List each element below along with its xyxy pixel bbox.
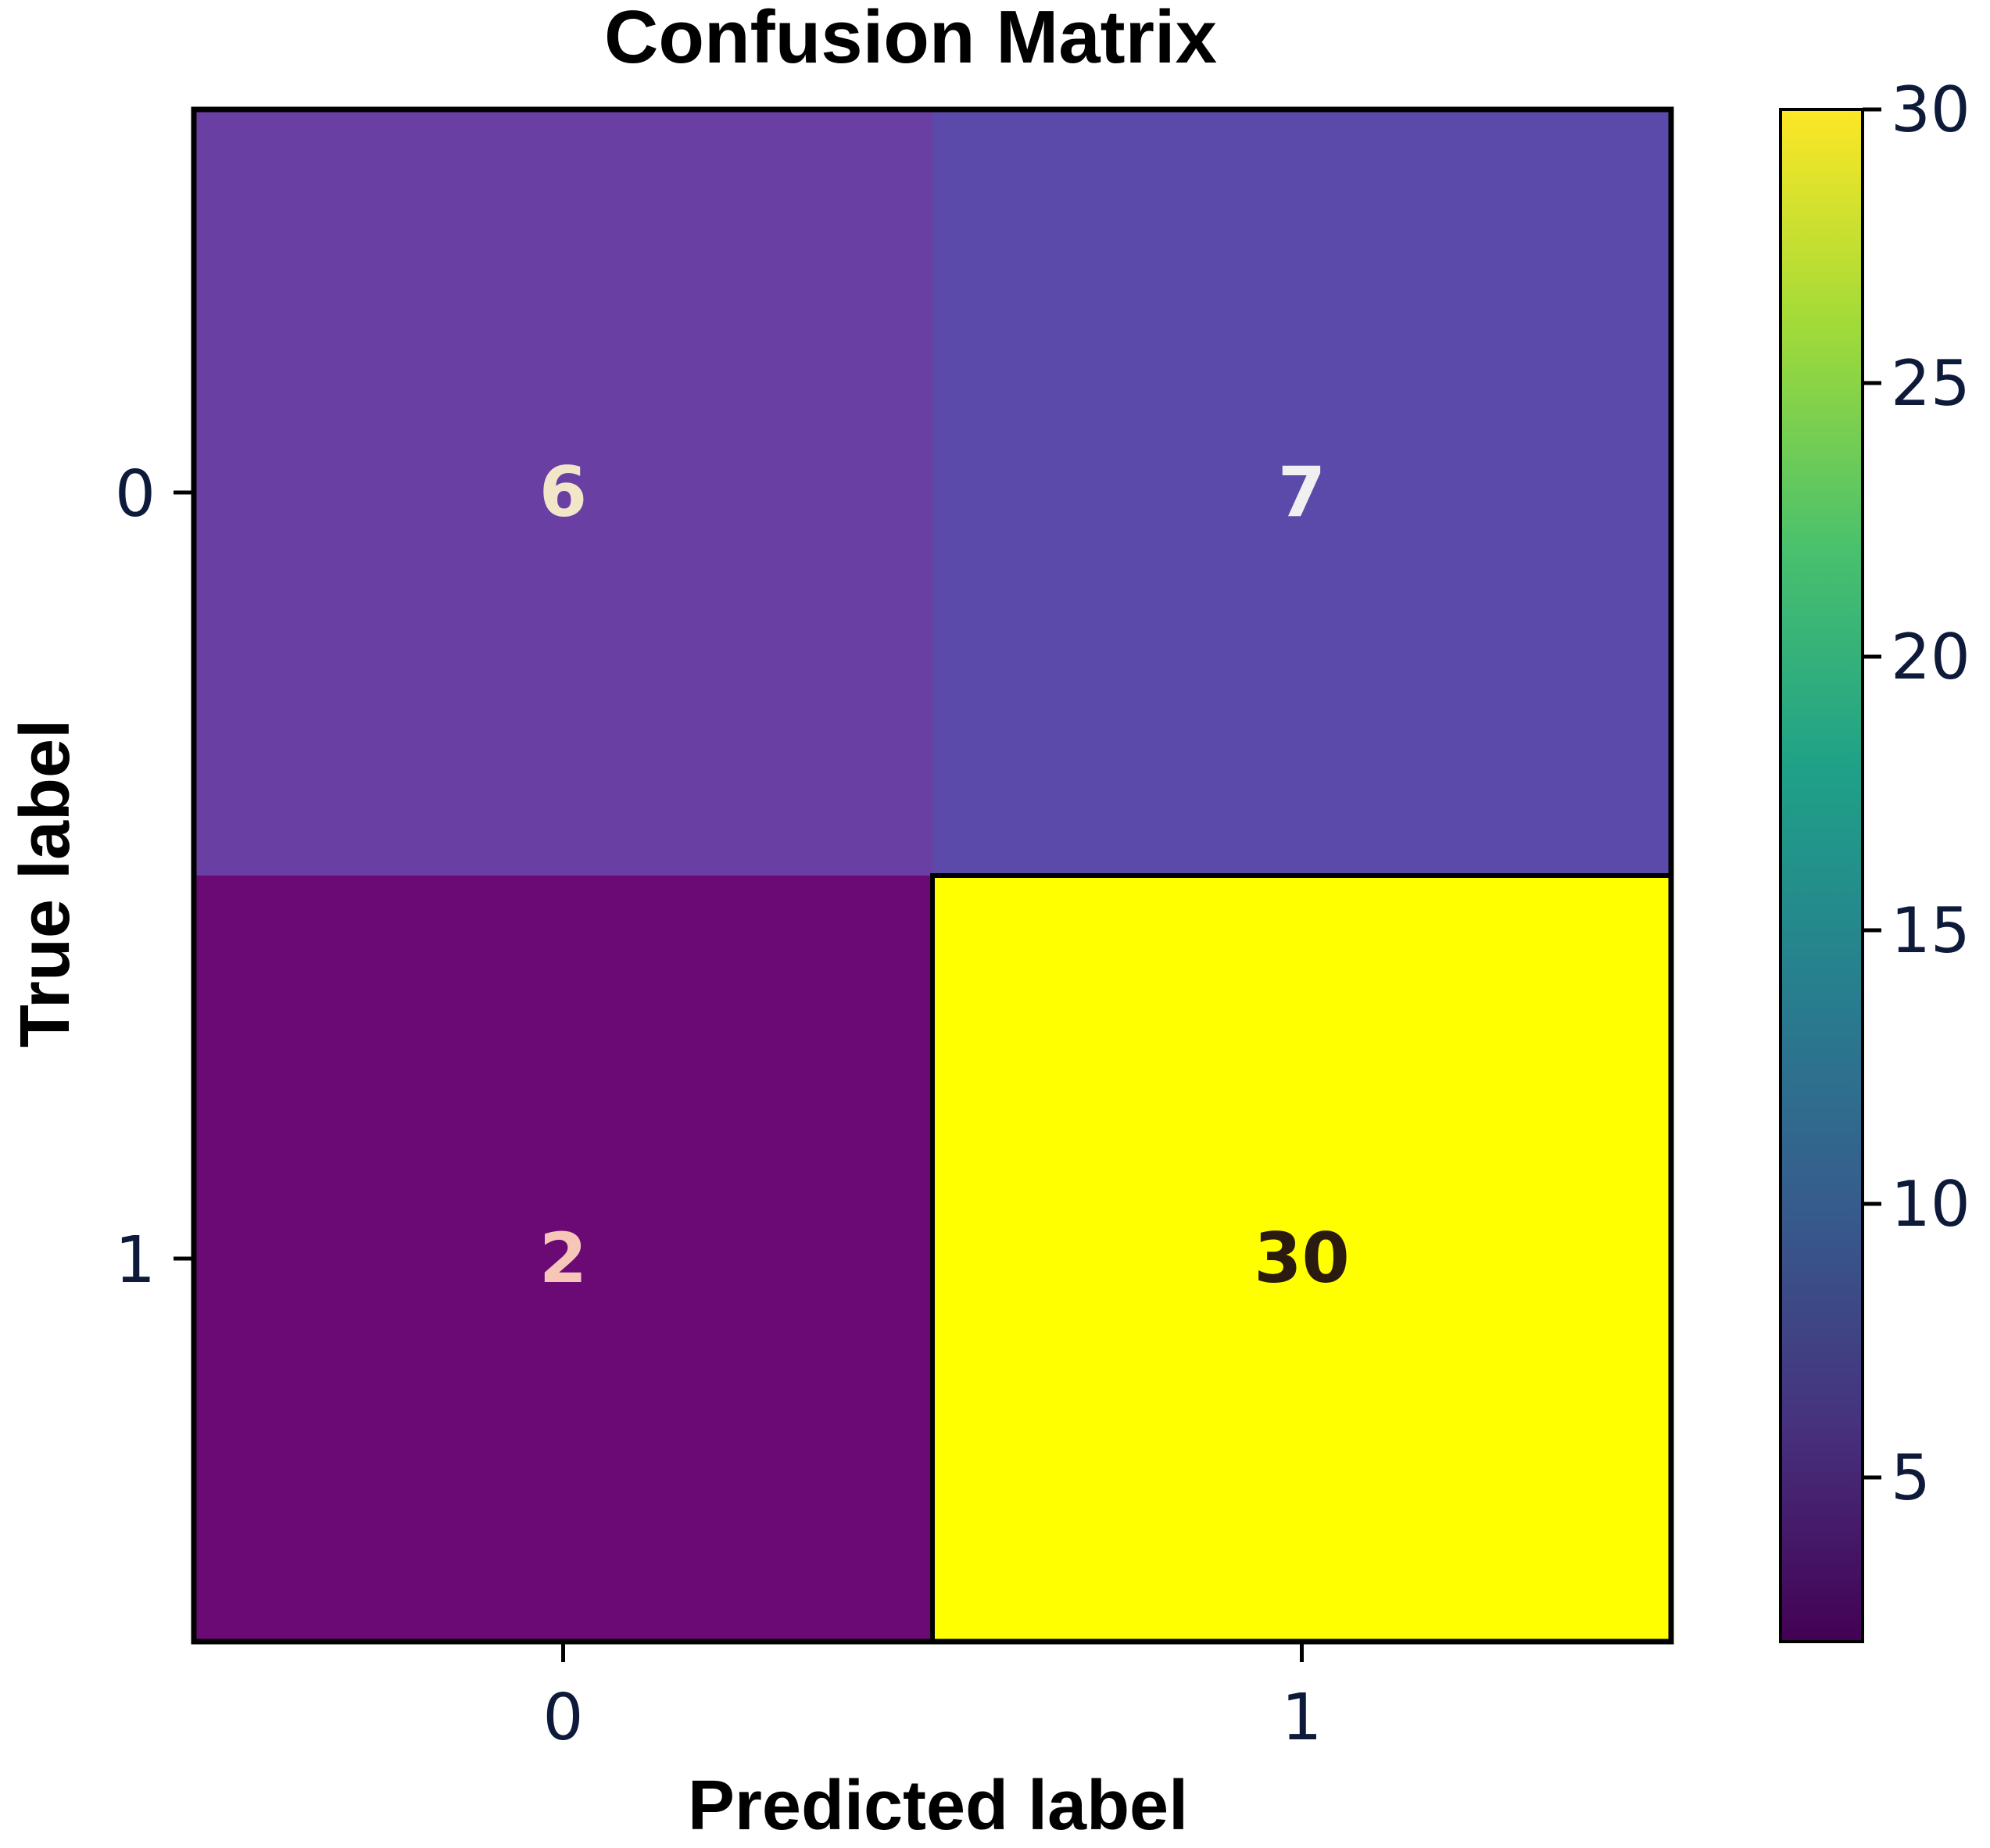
colorbar-tick-label-3: 20 (1891, 621, 1970, 693)
colorbar-tick-label-0: 5 (1891, 1442, 1931, 1514)
heatmap-cell-r0-c0 (194, 109, 932, 876)
heatmap-cell-values: 6 7 2 30 (539, 452, 1350, 1298)
y-axis-ticks: 01 (115, 457, 194, 1298)
y-axis-label: True label (6, 719, 84, 1048)
colorbar-tick-label-1: 10 (1891, 1168, 1970, 1241)
heatmap-cell-r1-c1 (932, 876, 1671, 1642)
plot-frame (191, 106, 1674, 1645)
heatmap-cells (194, 109, 1673, 1644)
cell-value-r0-c1: 7 (1278, 452, 1326, 532)
colorbar-tick-label-5: 30 (1891, 73, 1970, 146)
x-axis-label: Predicted label (688, 1767, 1188, 1845)
colorbar-tick-label-2: 15 (1891, 894, 1970, 967)
x-tick-label-1: 1 (1281, 1681, 1322, 1755)
cell-value-r1-c1: 30 (1254, 1218, 1349, 1298)
chart-title: Confusion Matrix (604, 0, 1217, 79)
heatmap-cell-r0-c1 (932, 109, 1671, 876)
cell-value-r0-c0: 6 (539, 452, 587, 532)
x-tick-label-0: 0 (542, 1681, 583, 1755)
colorbar-ticks: 5 10 15 20 25 30 (1863, 73, 1970, 1514)
colorbar-tick-label-4: 25 (1891, 347, 1970, 420)
colorbar (1779, 108, 1864, 1643)
y-tick-label-0: 0 (115, 457, 156, 532)
cell-value-r1-c0: 2 (539, 1218, 587, 1298)
heatmap-cell-r1-c0 (194, 876, 932, 1642)
y-tick-label-1: 1 (115, 1223, 156, 1298)
